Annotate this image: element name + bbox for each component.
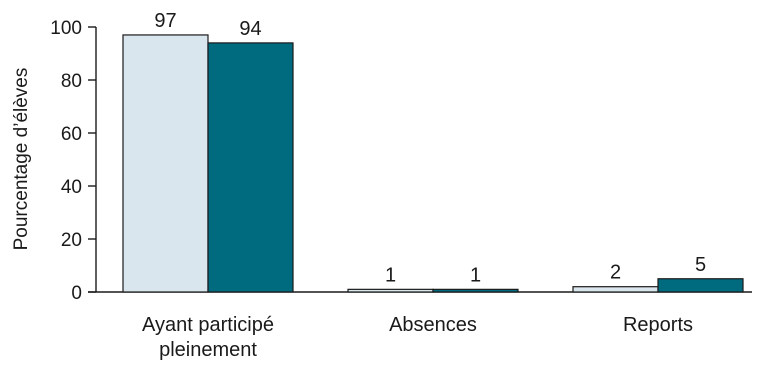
bar xyxy=(572,286,659,293)
bars-group xyxy=(122,34,744,293)
x-tick-label: Ayant participé pleinement xyxy=(142,314,274,361)
data-label: 1 xyxy=(385,264,396,286)
y-tick-label: 40 xyxy=(61,177,82,198)
x-tick-label-line: Ayant participé xyxy=(142,314,274,336)
x-tick-label: Absences xyxy=(389,314,477,336)
data-label: 94 xyxy=(239,18,261,40)
x-tick-label-line: Reports xyxy=(623,314,693,336)
bar xyxy=(432,288,519,293)
y-tick-label: 60 xyxy=(61,124,82,145)
x-tick-label-line: Absences xyxy=(389,314,477,336)
data-label: 5 xyxy=(695,254,706,276)
data-label: 2 xyxy=(610,262,621,284)
data-label: 1 xyxy=(470,264,481,286)
y-tick-label: 20 xyxy=(61,230,82,251)
y-axis-label: Pourcentage d’élèves xyxy=(11,68,32,251)
x-tick-label-line: pleinement xyxy=(159,339,257,361)
y-tick-label: 80 xyxy=(61,71,82,92)
bar xyxy=(657,278,744,293)
bar xyxy=(207,42,294,293)
data-label: 97 xyxy=(154,10,176,32)
x-tick-label: Reports xyxy=(623,314,693,336)
labels-group: 97 1 2 94 1 5 Ayant participé pleinement Absence… xyxy=(142,10,706,361)
bar xyxy=(347,288,434,293)
y-tick-label: 0 xyxy=(71,283,82,304)
bar xyxy=(122,34,209,293)
y-tick-label: 100 xyxy=(50,18,82,39)
